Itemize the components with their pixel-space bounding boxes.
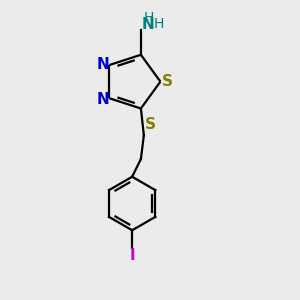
Text: I: I	[129, 248, 135, 263]
Text: H: H	[143, 11, 154, 25]
Text: N: N	[142, 17, 155, 32]
Text: N: N	[96, 92, 109, 106]
Text: S: S	[161, 74, 172, 89]
Text: N: N	[96, 57, 109, 72]
Text: H: H	[154, 17, 164, 31]
Text: S: S	[145, 117, 156, 132]
